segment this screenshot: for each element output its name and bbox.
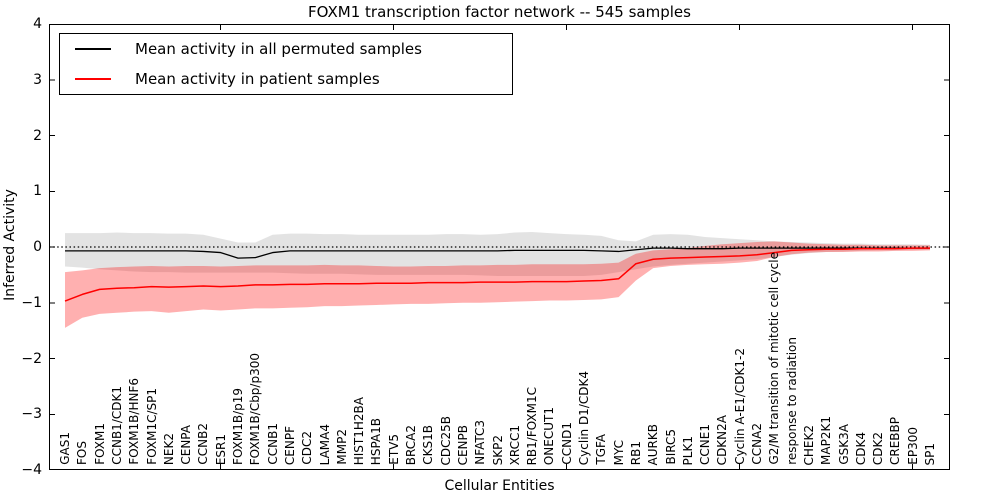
legend-line-sample <box>75 48 111 50</box>
y-tick-label: −4 <box>21 462 42 478</box>
y-tick-label: −2 <box>21 350 42 367</box>
legend-label: Mean activity in patient samples <box>135 70 380 88</box>
legend-row: Mean activity in patient samples <box>60 67 512 91</box>
series-line <box>64 247 930 302</box>
x-axis-label: Cellular Entities <box>444 478 555 494</box>
plot-area <box>49 24 950 470</box>
confidence-band <box>65 241 930 328</box>
chart-title: FOXM1 transcription factor network -- 54… <box>308 3 691 21</box>
legend: Mean activity in all permuted samples Mea… <box>59 33 513 95</box>
legend-label: Mean activity in all permuted samples <box>135 40 422 58</box>
legend-line-sample <box>75 78 111 80</box>
chart-canvas <box>49 24 950 470</box>
y-tick-label: 3 <box>33 71 42 88</box>
y-tick-label: 0 <box>33 239 42 255</box>
y-tick-label: −3 <box>21 406 42 423</box>
y-tick-label: 4 <box>33 16 42 32</box>
y-tick-label: 2 <box>33 127 42 144</box>
y-tick-label: −1 <box>21 294 42 311</box>
legend-row: Mean activity in all permuted samples <box>60 37 512 61</box>
y-tick-label: 1 <box>33 183 42 200</box>
confidence-band <box>65 231 930 276</box>
series-line <box>65 247 930 259</box>
